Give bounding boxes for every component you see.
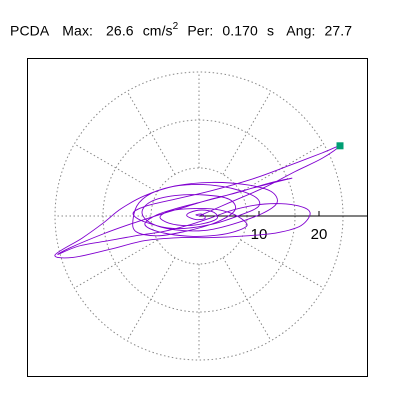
trace-path: [54, 145, 341, 259]
max-value: 26.6: [106, 22, 134, 39]
peak-marker: [336, 142, 344, 150]
plot-header: PCDA Max: 26.6 cm/s2 Per: 0.170 s Ang: 2…: [10, 21, 353, 39]
ang-value: 27.7: [324, 22, 353, 39]
grid-spoke-150: [74, 143, 158, 193]
grid-spoke-210: [74, 239, 158, 289]
acceleration-trace: [54, 145, 341, 259]
per-value: 0.170: [222, 22, 258, 39]
peak-marker-layer: [336, 142, 344, 150]
max-unit-exponent: 2: [172, 21, 179, 32]
per-label: Per:: [187, 22, 214, 39]
max-label: Max:: [62, 22, 94, 39]
radial-tick-label-20: 20: [311, 226, 328, 243]
per-unit: s: [266, 22, 275, 39]
grid-spoke-60: [222, 91, 272, 175]
component-label: PCDA: [10, 22, 50, 39]
plot-frame: [27, 58, 368, 377]
grid-spoke-330: [240, 239, 324, 289]
max-unit: cm/s: [142, 22, 173, 39]
ang-label: Ang:: [286, 22, 316, 39]
